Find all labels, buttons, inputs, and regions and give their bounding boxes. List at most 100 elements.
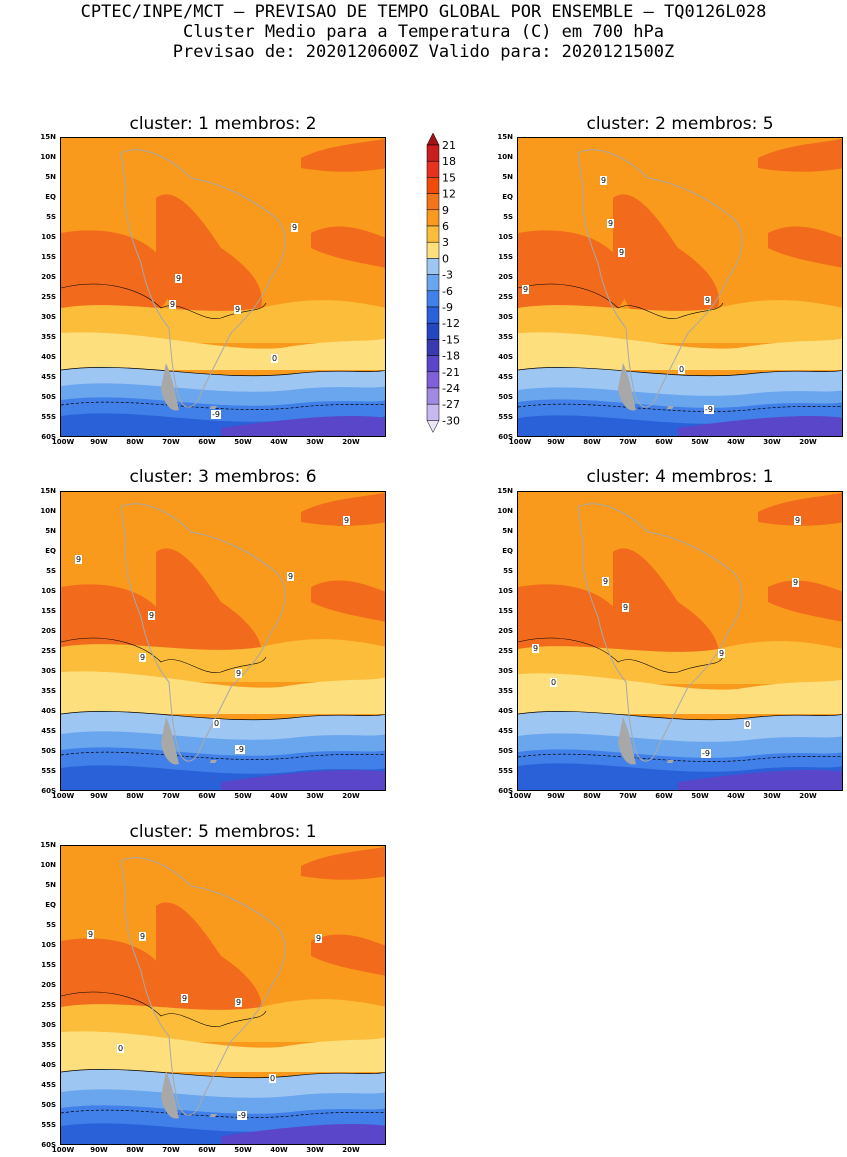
field-band-cool — [61, 332, 385, 370]
lat-tick-label: 60S — [498, 787, 513, 795]
field-core-northeast — [758, 138, 842, 172]
contour-minus-nine — [61, 401, 385, 410]
lat-tick-label: 10N — [40, 507, 56, 515]
lat-tick-label: 5N — [502, 527, 513, 535]
legend-swatch — [426, 371, 440, 389]
lon-tick-label: 60W — [198, 792, 216, 800]
lon-tick-label: 70W — [619, 792, 637, 800]
contour-label: 9 — [792, 578, 800, 587]
land-patagonia — [161, 363, 179, 411]
field-core-west — [518, 230, 628, 308]
field-core-northeast — [301, 846, 385, 880]
lat-tick-label: 50S — [498, 393, 513, 401]
contour-label: -9 — [237, 1111, 247, 1120]
lat-tick-label: 60S — [41, 787, 56, 795]
contour-zero — [518, 710, 842, 721]
header-line-1: CPTEC/INPE/MCT – PREVISAO DE TEMPO GLOBA… — [80, 2, 767, 22]
legend-swatch — [426, 225, 440, 243]
lat-tick-label: 15N — [497, 133, 513, 141]
lat-tick-label: 25S — [41, 1001, 56, 1009]
lon-tick-label: 20W — [799, 438, 817, 446]
contour-label: 9 — [139, 932, 147, 941]
legend-value: 9 — [442, 204, 449, 217]
lat-tick-label: 25S — [41, 647, 56, 655]
contour-label: 9 — [522, 285, 530, 294]
land-patagonia — [161, 1071, 179, 1119]
lat-tick-label: 35S — [498, 687, 513, 695]
lat-tick-label: 55S — [41, 767, 56, 775]
legend-value: 21 — [442, 139, 456, 152]
contour-label: 9 — [718, 649, 726, 658]
legend-top-arrow — [426, 132, 440, 146]
lat-tick-label: 15S — [41, 253, 56, 261]
lon-tick-label: 70W — [162, 792, 180, 800]
lat-tick-label: 25S — [41, 293, 56, 301]
lat-tick-label: 55S — [498, 767, 513, 775]
lon-tick-label: 70W — [162, 438, 180, 446]
lat-tick-label: 45S — [41, 727, 56, 735]
field-band-cool — [518, 332, 842, 370]
lat-tick-label: 5S — [503, 567, 513, 575]
panel-2-title: cluster: 2 membros: 5 — [586, 114, 774, 134]
contour-label: 0 — [117, 1044, 125, 1053]
field-band-purple — [678, 416, 842, 436]
lat-tick-label: 15S — [498, 253, 513, 261]
contour-zero — [61, 1068, 385, 1079]
lat-tick-label: 30S — [41, 1021, 56, 1029]
lat-tick-label: 5S — [46, 213, 56, 221]
lat-tick-label: 5N — [45, 173, 56, 181]
land-falklands — [667, 406, 674, 409]
contour-zero — [61, 710, 385, 721]
lon-tick-label: 60W — [655, 792, 673, 800]
land-patagonia — [618, 717, 636, 765]
map-panel-3: 9 9 9 9 9 9 0 -9 — [60, 491, 386, 791]
temperature-field — [518, 492, 842, 790]
lon-tick-label: 80W — [126, 438, 144, 446]
contour-label: 0 — [213, 719, 221, 728]
legend-swatch — [426, 193, 440, 211]
legend-swatch — [426, 339, 440, 356]
contour-zero — [61, 366, 385, 377]
lat-tick-label: 35S — [498, 333, 513, 341]
contour-label: 9 — [287, 572, 295, 581]
contour-label: 9 — [607, 219, 615, 228]
legend-value: -18 — [442, 350, 460, 363]
land-falklands — [667, 760, 674, 763]
lat-tick-label: 50S — [41, 1101, 56, 1109]
field-band-mild — [518, 641, 842, 684]
lat-tick-label: 35S — [41, 333, 56, 341]
field-band-mild — [61, 999, 385, 1042]
lon-tick-label: 80W — [583, 792, 601, 800]
lat-tick-label: 50S — [41, 393, 56, 401]
legend-swatch — [426, 290, 440, 308]
lon-tick-label: 20W — [342, 792, 360, 800]
temperature-field — [518, 138, 842, 436]
lat-tick-label: 5S — [46, 921, 56, 929]
lon-tick-label: 90W — [90, 792, 108, 800]
field-core-west — [61, 938, 171, 1016]
field-core-east — [768, 580, 842, 622]
contour-label: 9 — [181, 994, 189, 1003]
lat-tick-label: 5S — [503, 213, 513, 221]
lon-tick-label: 50W — [691, 792, 709, 800]
lat-tick-label: 30S — [41, 313, 56, 321]
lat-tick-label: 20S — [41, 273, 56, 281]
contour-label: 9 — [175, 274, 183, 283]
land-falklands — [210, 406, 217, 409]
lon-tick-label: 30W — [306, 792, 324, 800]
legend-value: -3 — [442, 269, 453, 282]
contour-minus-nine — [61, 751, 385, 760]
map-panel-5: 9 9 9 9 9 0 0 -9 — [60, 845, 386, 1145]
contour-label: -9 — [704, 405, 714, 414]
field-band-purple — [221, 1124, 385, 1144]
contour-nine — [61, 283, 267, 319]
contour-label: 9 — [315, 934, 323, 943]
lon-tick-label: 40W — [727, 438, 745, 446]
legend-value: -15 — [442, 333, 460, 346]
contour-label: 9 — [148, 611, 156, 620]
lon-tick-label: 60W — [198, 1146, 216, 1154]
lat-tick-label: 15N — [40, 133, 56, 141]
contour-label: 0 — [550, 678, 558, 687]
lat-tick-label: 10S — [41, 587, 56, 595]
contour-nine — [518, 283, 724, 319]
